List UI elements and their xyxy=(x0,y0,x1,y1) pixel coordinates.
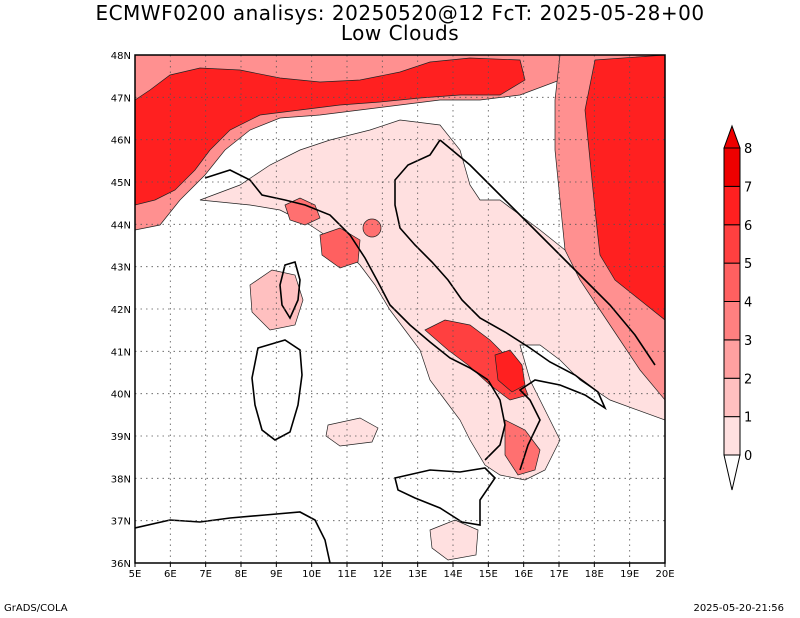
cloud-core-balkans xyxy=(584,55,665,321)
colorbar-segment xyxy=(723,377,741,418)
map-grid xyxy=(135,55,665,563)
lon-label-19E: 19E xyxy=(620,569,639,580)
plot-frame xyxy=(134,54,666,564)
colorbar-upper-arrow xyxy=(723,124,741,149)
lon-label-6E: 6E xyxy=(164,569,177,580)
lon-label-15E: 15E xyxy=(479,569,498,580)
lon-label-18E: 18E xyxy=(585,569,604,580)
lon-label-12E: 12E xyxy=(373,569,392,580)
lon-label-9E: 9E xyxy=(270,569,283,580)
colorbar-segment xyxy=(723,262,741,302)
colorbar-segment xyxy=(723,301,741,341)
lon-label-8E: 8E xyxy=(235,569,248,580)
colorbar-tick-7: 7 xyxy=(744,180,752,195)
lat-label-39N: 39N xyxy=(111,432,131,443)
map-subtitle: Low Clouds xyxy=(340,21,460,45)
cloud-core-basilicata xyxy=(494,349,526,393)
lon-label-10E: 10E xyxy=(302,569,321,580)
cloud-core-calabria xyxy=(504,419,541,476)
lat-label-36N: 36N xyxy=(111,559,131,570)
colorbar-tick-0: 0 xyxy=(744,449,752,464)
lat-label-40N: 40N xyxy=(111,390,131,401)
lat-label-41N: 41N xyxy=(111,347,131,358)
map-title: ECMWF0200 analisys: 20250520@12 FcT: 202… xyxy=(95,1,705,25)
colorbar-tick-3: 3 xyxy=(744,334,752,349)
longitude-labels: 5E 6E 7E 8E 9E 10E 11E 12E 13E 14E 15E 16E 17E 18E 19E… xyxy=(129,563,675,580)
colorbar-tick-5: 5 xyxy=(744,257,752,272)
footer-credit: GrADS/COLA xyxy=(4,603,68,614)
lat-label-44N: 44N xyxy=(111,220,131,231)
colorbar-tick-6: 6 xyxy=(744,219,752,234)
lat-label-46N: 46N xyxy=(111,136,131,147)
lon-label-7E: 7E xyxy=(199,569,212,580)
colorbar-segment xyxy=(723,185,741,226)
colorbar-tick-2: 2 xyxy=(744,372,752,387)
colorbar: 0 1 2 3 4 5 6 7 8 xyxy=(723,124,752,491)
colorbar-segment xyxy=(723,339,741,379)
lon-label-14E: 14E xyxy=(443,569,462,580)
lon-label-20E: 20E xyxy=(655,569,674,580)
cloud-spot-tyrrhenian xyxy=(325,417,379,447)
cloud-spot-liguria xyxy=(284,197,321,226)
lat-label-45N: 45N xyxy=(111,178,131,189)
footer-timestamp: 2025-05-20-21:56 xyxy=(693,603,784,614)
lat-label-42N: 42N xyxy=(111,305,131,316)
lat-label-47N: 47N xyxy=(111,93,131,104)
lon-label-17E: 17E xyxy=(549,569,568,580)
colorbar-segment xyxy=(723,224,741,264)
latitude-labels: 48N 47N 46N 45N 44N 43N 42N 41N 40N 39N 38N 37N 36N xyxy=(111,51,131,570)
cloud-spot-tuscany xyxy=(319,227,361,269)
cloud-spot-ionian xyxy=(429,519,479,561)
cloud-spot-corsica xyxy=(249,269,304,331)
lat-label-38N: 38N xyxy=(111,474,131,485)
lat-label-43N: 43N xyxy=(111,263,131,274)
lat-label-48N: 48N xyxy=(111,51,131,62)
cloud-spot-umbria xyxy=(362,218,382,238)
colorbar-segment xyxy=(723,147,741,187)
colorbar-tick-4: 4 xyxy=(744,296,752,311)
lon-label-13E: 13E xyxy=(408,569,427,580)
lon-label-11E: 11E xyxy=(337,569,356,580)
colorbar-segment xyxy=(723,416,741,456)
lon-label-5E: 5E xyxy=(129,569,142,580)
colorbar-tick-1: 1 xyxy=(744,411,752,426)
cloud-core-alps xyxy=(135,57,526,206)
lat-label-37N: 37N xyxy=(111,517,131,528)
colorbar-tick-8: 8 xyxy=(744,142,752,157)
colorbar-lower-arrow xyxy=(723,454,741,491)
lon-label-16E: 16E xyxy=(514,569,533,580)
cloud-field xyxy=(135,55,665,563)
